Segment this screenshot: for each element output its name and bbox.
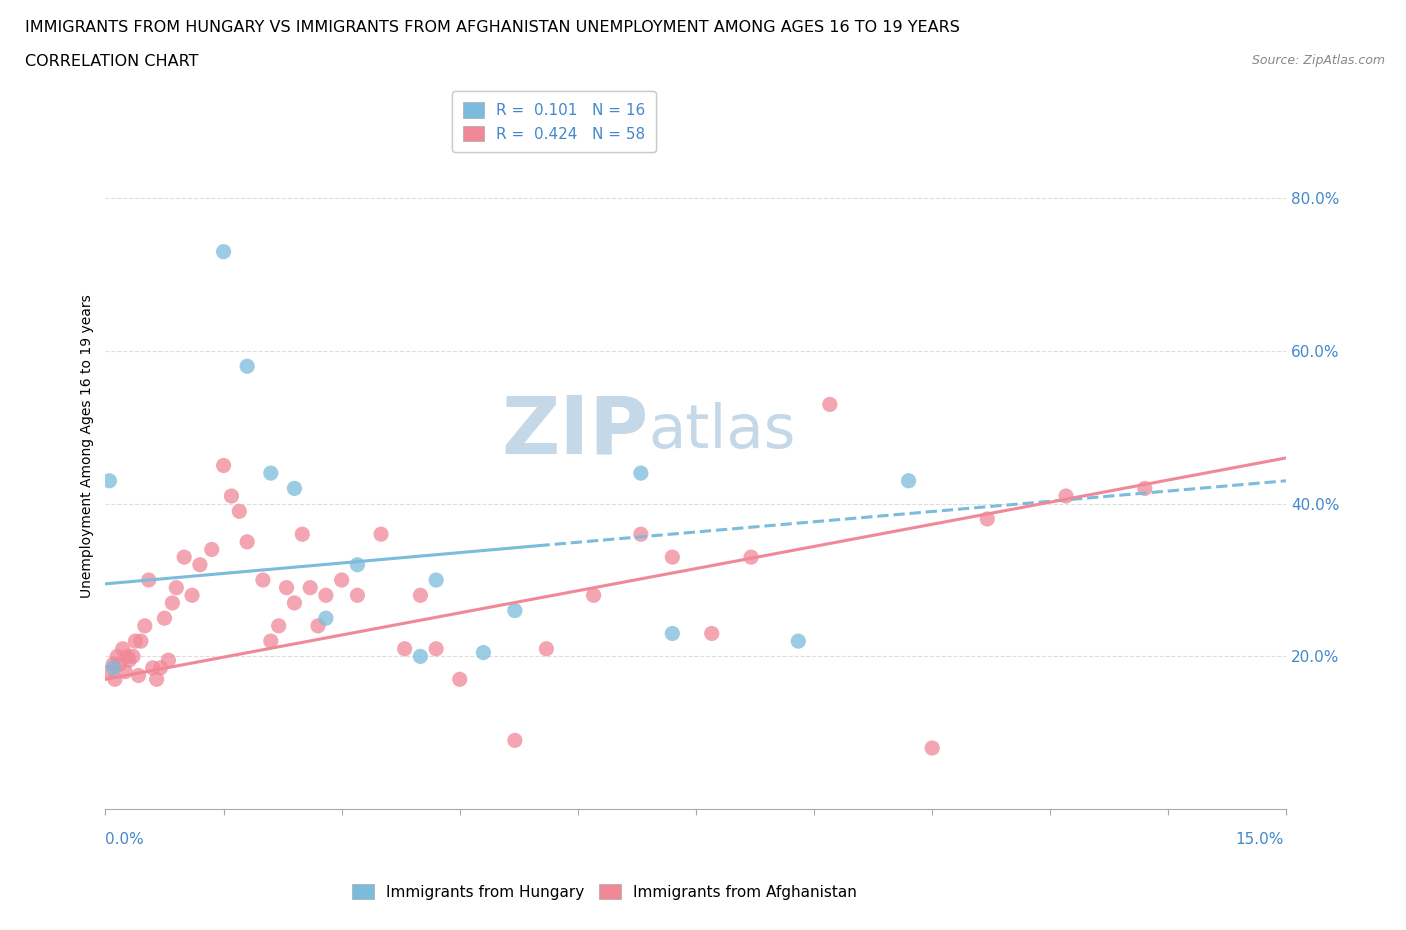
Point — [315, 611, 337, 626]
Point — [104, 671, 127, 686]
Point — [181, 588, 204, 603]
Point — [212, 245, 235, 259]
Legend: R =  0.101   N = 16, R =  0.424   N = 58: R = 0.101 N = 16, R = 0.424 N = 58 — [453, 91, 657, 153]
Point — [976, 512, 998, 526]
Point — [212, 458, 235, 473]
Point — [630, 526, 652, 541]
Point — [128, 668, 150, 683]
Point — [370, 526, 392, 541]
Point — [111, 642, 134, 657]
Text: 0.0%: 0.0% — [105, 832, 145, 847]
Point — [98, 473, 121, 488]
Point — [103, 660, 125, 675]
Point — [142, 660, 165, 675]
Point — [103, 657, 125, 671]
Point — [138, 573, 160, 588]
Point — [291, 526, 314, 541]
Point — [162, 595, 184, 610]
Point — [108, 657, 131, 671]
Point — [134, 618, 156, 633]
Point — [201, 542, 224, 557]
Text: CORRELATION CHART: CORRELATION CHART — [25, 54, 198, 69]
Point — [252, 573, 274, 588]
Point — [536, 642, 558, 657]
Point — [105, 649, 128, 664]
Text: 15.0%: 15.0% — [1236, 832, 1284, 847]
Point — [157, 653, 180, 668]
Point — [787, 633, 810, 648]
Point — [818, 397, 841, 412]
Point — [228, 504, 250, 519]
Point — [98, 664, 121, 679]
Point — [425, 573, 447, 588]
Point — [503, 733, 526, 748]
Point — [661, 550, 683, 565]
Point — [330, 573, 353, 588]
Point — [394, 642, 416, 657]
Point — [124, 633, 146, 648]
Point — [582, 588, 605, 603]
Point — [117, 649, 139, 664]
Point — [472, 645, 495, 660]
Point — [276, 580, 298, 595]
Point — [1133, 481, 1156, 496]
Point — [1054, 488, 1077, 503]
Point — [236, 359, 259, 374]
Point — [260, 466, 283, 481]
Point — [267, 618, 290, 633]
Point — [145, 671, 167, 686]
Point — [503, 604, 526, 618]
Point — [630, 466, 652, 481]
Point — [118, 653, 141, 668]
Legend: Immigrants from Hungary, Immigrants from Afghanistan: Immigrants from Hungary, Immigrants from… — [346, 877, 863, 906]
Point — [425, 642, 447, 657]
Point — [149, 660, 172, 675]
Point — [700, 626, 723, 641]
Point — [165, 580, 187, 595]
Point — [346, 557, 368, 572]
Point — [129, 633, 152, 648]
Point — [153, 611, 176, 626]
Point — [921, 740, 943, 755]
Point — [299, 580, 322, 595]
Point — [283, 595, 305, 610]
Point — [283, 481, 305, 496]
Point — [346, 588, 368, 603]
Point — [236, 535, 259, 550]
Point — [449, 671, 471, 686]
Point — [173, 550, 195, 565]
Point — [409, 588, 432, 603]
Point — [122, 649, 145, 664]
Point — [260, 633, 283, 648]
Point — [897, 473, 920, 488]
Point — [221, 488, 243, 503]
Text: ZIP: ZIP — [502, 392, 648, 471]
Point — [409, 649, 432, 664]
Text: Source: ZipAtlas.com: Source: ZipAtlas.com — [1251, 54, 1385, 67]
Text: IMMIGRANTS FROM HUNGARY VS IMMIGRANTS FROM AFGHANISTAN UNEMPLOYMENT AMONG AGES 1: IMMIGRANTS FROM HUNGARY VS IMMIGRANTS FR… — [25, 20, 960, 35]
Point — [661, 626, 683, 641]
Point — [315, 588, 337, 603]
Y-axis label: Unemployment Among Ages 16 to 19 years: Unemployment Among Ages 16 to 19 years — [80, 295, 94, 598]
Text: atlas: atlas — [648, 403, 796, 461]
Point — [114, 664, 136, 679]
Point — [188, 557, 211, 572]
Point — [740, 550, 762, 565]
Point — [307, 618, 329, 633]
